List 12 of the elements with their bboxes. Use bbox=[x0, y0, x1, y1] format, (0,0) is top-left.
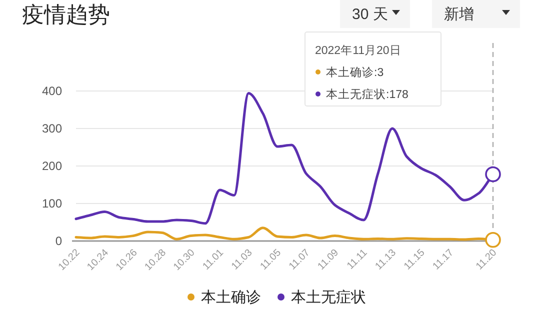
dropdown: 30 天 bbox=[340, 0, 410, 28]
legend-label: 本土无症状 bbox=[291, 289, 366, 306]
annotation: 本土无症状:178 bbox=[326, 87, 408, 101]
legend-label: 本土确诊 bbox=[201, 289, 261, 306]
tooltip: 2022年11月20日 本土确诊:3 本土无症状:178 bbox=[304, 32, 442, 106]
y-tick-label: 200 bbox=[42, 159, 62, 173]
dropdown: 新增 bbox=[432, 0, 520, 28]
title: 疫情趋势 bbox=[22, 2, 110, 27]
y-tick-label: 300 bbox=[42, 122, 62, 136]
y-tick-label: 0 bbox=[55, 234, 62, 248]
y-tick-label: 400 bbox=[42, 84, 62, 98]
y-tick-label: 100 bbox=[42, 196, 62, 210]
